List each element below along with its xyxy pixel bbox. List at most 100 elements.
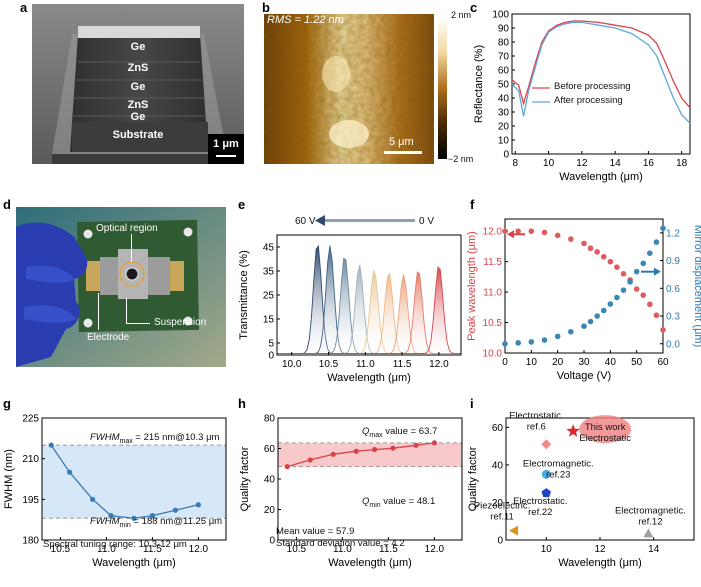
y-tick-label-c-9: 90 [498,24,510,35]
x-tick-label-e-3: 11.5 [393,359,412,370]
x-tick-label-i-2: 14 [648,544,660,555]
label-i-4: Electromagnetic. ref.12 [615,505,686,527]
arrow-optical [131,234,132,262]
label-i-2: Electromagnetic. ref.23 [523,458,594,480]
afm-rms: RMS = 1.22 nm [267,14,344,26]
label-i-1-line-1: ref.6 [527,421,546,432]
y-tick-label-right-f-2: 0.6 [666,284,680,295]
label-i-5-line-1: ref.11 [490,512,514,523]
point-peak-4 [554,232,561,239]
band-h [278,442,462,467]
point-peak-17 [653,312,660,319]
x-tick-label-e-1: 10.5 [319,359,339,370]
colorbar-min: −2 nm [448,154,474,164]
y-tick-label-e-4: 35 [263,267,275,278]
sem-drawing [32,4,244,164]
x-tick-label-f-3: 30 [578,357,590,368]
x-tick-label-f-4: 40 [605,357,617,368]
point-disp-5 [568,328,574,335]
y-tick-label-c-6: 60 [498,66,510,77]
marker-i-5 [509,525,519,536]
mean-value: Mean value = 57.9 [276,526,355,537]
label-i-3: Electrostatic. ref.22 [513,496,567,518]
x-tick-label-i-0: 10 [541,544,553,555]
y-tick-label-e-0: 0 [268,351,274,362]
afm-drawing [264,14,434,164]
x-tick-label-g-0: 10.5 [51,544,71,555]
y-tick-label-right-f-4: 1.2 [666,228,680,239]
line-h [287,442,435,468]
arrow-right-head-f [654,267,661,276]
point-peak-8 [594,249,600,255]
y-tick-label-e-2: 15 [263,315,275,326]
x-tick-label-h-3: 12.0 [425,544,445,555]
annot-fwhm-min-sym: FWHM [90,516,120,527]
point-peak-3 [541,229,548,236]
point-peak-15 [640,292,647,298]
chart-f: 0 10 20 30 40 50 60 10.0 10.5 11.0 11.5 12.0 0.0 0.3 0… [467,218,701,382]
label-i-2-line-1: ref.23 [546,469,570,480]
chart-c: 8 10 12 14 16 180102030405060708090100Wavelen… [473,10,691,183]
annot-qmin-value: value = 48.1 [380,496,436,507]
layer-label-zns-2: ZnS [127,99,149,111]
device-drawing [16,207,226,367]
point-h-3 [353,448,359,454]
arrow-suspension-h [126,323,150,324]
annot-fwhm-min-sub: min [119,521,131,529]
label-i-3-line-0: Electrostatic. [513,496,567,507]
label-i-0-line-0: This work [585,422,626,433]
annot-fwhm-max-value: = 215 nm@10.3 μm [132,432,220,443]
point-h-5 [390,445,396,451]
point-peak-9 [600,253,607,260]
y-axis-label-right-f: Mirror displacement (μm) [692,225,701,347]
x-tick-label-f-6: 60 [657,357,669,368]
point-peak-6 [581,240,587,247]
y-axis-label-c: Reflectance (%) [473,45,485,123]
x-tick-label-c-2: 12 [576,158,588,169]
point-h-0 [284,464,290,470]
arrow-voltage-head [315,215,325,226]
annot-qmax-value: value = 63.7 [382,426,438,437]
scalebar-box: 1 μm [208,134,244,164]
point-peak-11 [614,264,620,270]
scalebar-label: 1 μm [213,138,239,150]
std-value: Standard deviation value = 4.2 [276,538,405,549]
panel-label-i: i [470,396,474,411]
highlight-ellipse [579,415,632,444]
point-g-2 [90,496,96,502]
afm-scalebar [384,151,422,154]
label-i-2-line-0: Electromagnetic. [523,458,594,469]
y-tick-label-h-1: 20 [264,505,276,516]
y-tick-label-c-3: 30 [498,108,510,119]
point-disp-0 [502,340,508,347]
y-tick-label-c-7: 70 [498,52,510,63]
x-tick-label-h-0: 10.5 [287,544,307,555]
marker-i-0 [566,424,580,437]
point-disp-10 [607,301,614,307]
chart-g: 10.5 11.0 11.5 12.0 180 195 210 225 Wavelength (… [3,414,227,569]
label-i-4-line-0: Electromagnetic. [615,505,686,516]
annot-qmin-sub: min [369,501,381,509]
y-tick-label-h-4: 80 [264,414,276,425]
point-h-4 [372,446,378,453]
x-tick-label-g-2: 11.5 [143,544,162,555]
y-tick-label-g-2: 210 [22,454,39,465]
panel-label-d: d [3,197,11,212]
label-i-0: This work Electrostatic [579,422,631,444]
point-g-0 [48,442,54,448]
point-disp-1 [515,340,521,346]
y-tick-label-g-3: 225 [22,414,39,425]
annot-fwhm-max: FWHMmax = 215 nm@10.3 μm [90,432,219,445]
point-peak-2 [528,228,535,234]
y-tick-label-left-f-4: 12.0 [483,227,503,238]
x-tick-label-h-2: 11.5 [379,544,398,555]
y-axis-label-h: Quality factor [239,446,251,511]
x-tick-label-i-1: 12 [594,544,606,555]
point-disp-14 [633,268,640,275]
y-tick-label-c-10: 100 [492,10,509,21]
label-i-0-line-1: Electrostatic [579,433,631,444]
point-disp-17 [653,239,660,245]
annot-qmin: Qmin value = 48.1 [362,496,435,509]
point-h-1 [307,457,313,463]
point-h-2 [330,451,336,457]
